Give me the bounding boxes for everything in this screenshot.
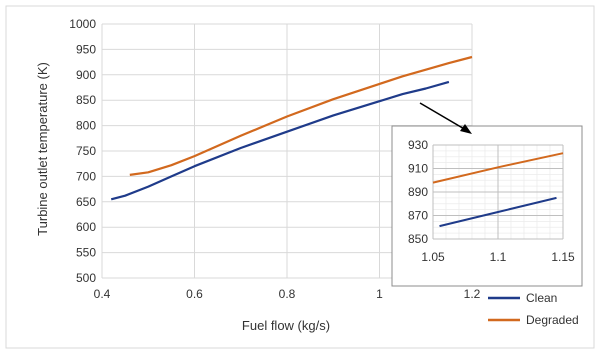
- y-tick-label: 1000: [69, 17, 96, 31]
- inset-series-line-clean: [439, 196, 557, 228]
- y-tick-label: 650: [76, 195, 96, 209]
- y-tick-label: 700: [76, 169, 96, 183]
- inset-x-tick-label: 1.1: [490, 250, 507, 264]
- y-axis-label: Turbine outlet temperature (K): [35, 62, 50, 236]
- inset-y-tick-label: 850: [408, 232, 428, 246]
- main-series: [110, 55, 473, 201]
- x-tick-label: 1: [376, 287, 383, 301]
- inset-grid: [432, 144, 564, 240]
- legend: Clean Degraded: [488, 291, 579, 327]
- legend-label-degraded: Degraded: [526, 313, 579, 327]
- series-line-clean: [110, 80, 450, 201]
- y-tick-label: 950: [76, 42, 96, 56]
- inset-pointer-arrow: [419, 102, 472, 134]
- y-tick-label: 550: [76, 246, 96, 260]
- x-axis-label: Fuel flow (kg/s): [242, 318, 330, 333]
- inset-y-tick-label: 930: [408, 138, 428, 152]
- y-tick-label: 800: [76, 119, 96, 133]
- inset-x-tick-label: 1.05: [421, 250, 445, 264]
- y-tick-label: 900: [76, 68, 96, 82]
- y-tick-label: 750: [76, 144, 96, 158]
- main-tick-labels: 500 550 600 650 700 750 800 850 900 950 1000 0.4 0.6…: [69, 17, 480, 301]
- inset-y-tick-label: 890: [408, 185, 428, 199]
- inset-y-tick-label: 870: [408, 209, 428, 223]
- x-tick-label: 0.4: [94, 287, 111, 301]
- inset-series-line-degraded: [432, 152, 564, 184]
- inset-y-tick-label: 910: [408, 162, 428, 176]
- inset-chart: 850 870 890 910 930 1.05 1.1 1.15: [391, 125, 583, 287]
- inset-x-tick-label: 1.15: [551, 250, 575, 264]
- y-tick-label: 600: [76, 220, 96, 234]
- series-line-degraded: [129, 55, 473, 176]
- x-tick-label: 1.2: [464, 287, 481, 301]
- y-tick-label: 850: [76, 93, 96, 107]
- inset-tick-labels: 850 870 890 910 930 1.05 1.1 1.15: [408, 138, 575, 264]
- x-tick-label: 0.6: [186, 287, 203, 301]
- legend-label-clean: Clean: [526, 291, 557, 305]
- y-tick-label: 500: [76, 271, 96, 285]
- inset-series: [432, 152, 564, 228]
- x-tick-label: 0.8: [279, 287, 296, 301]
